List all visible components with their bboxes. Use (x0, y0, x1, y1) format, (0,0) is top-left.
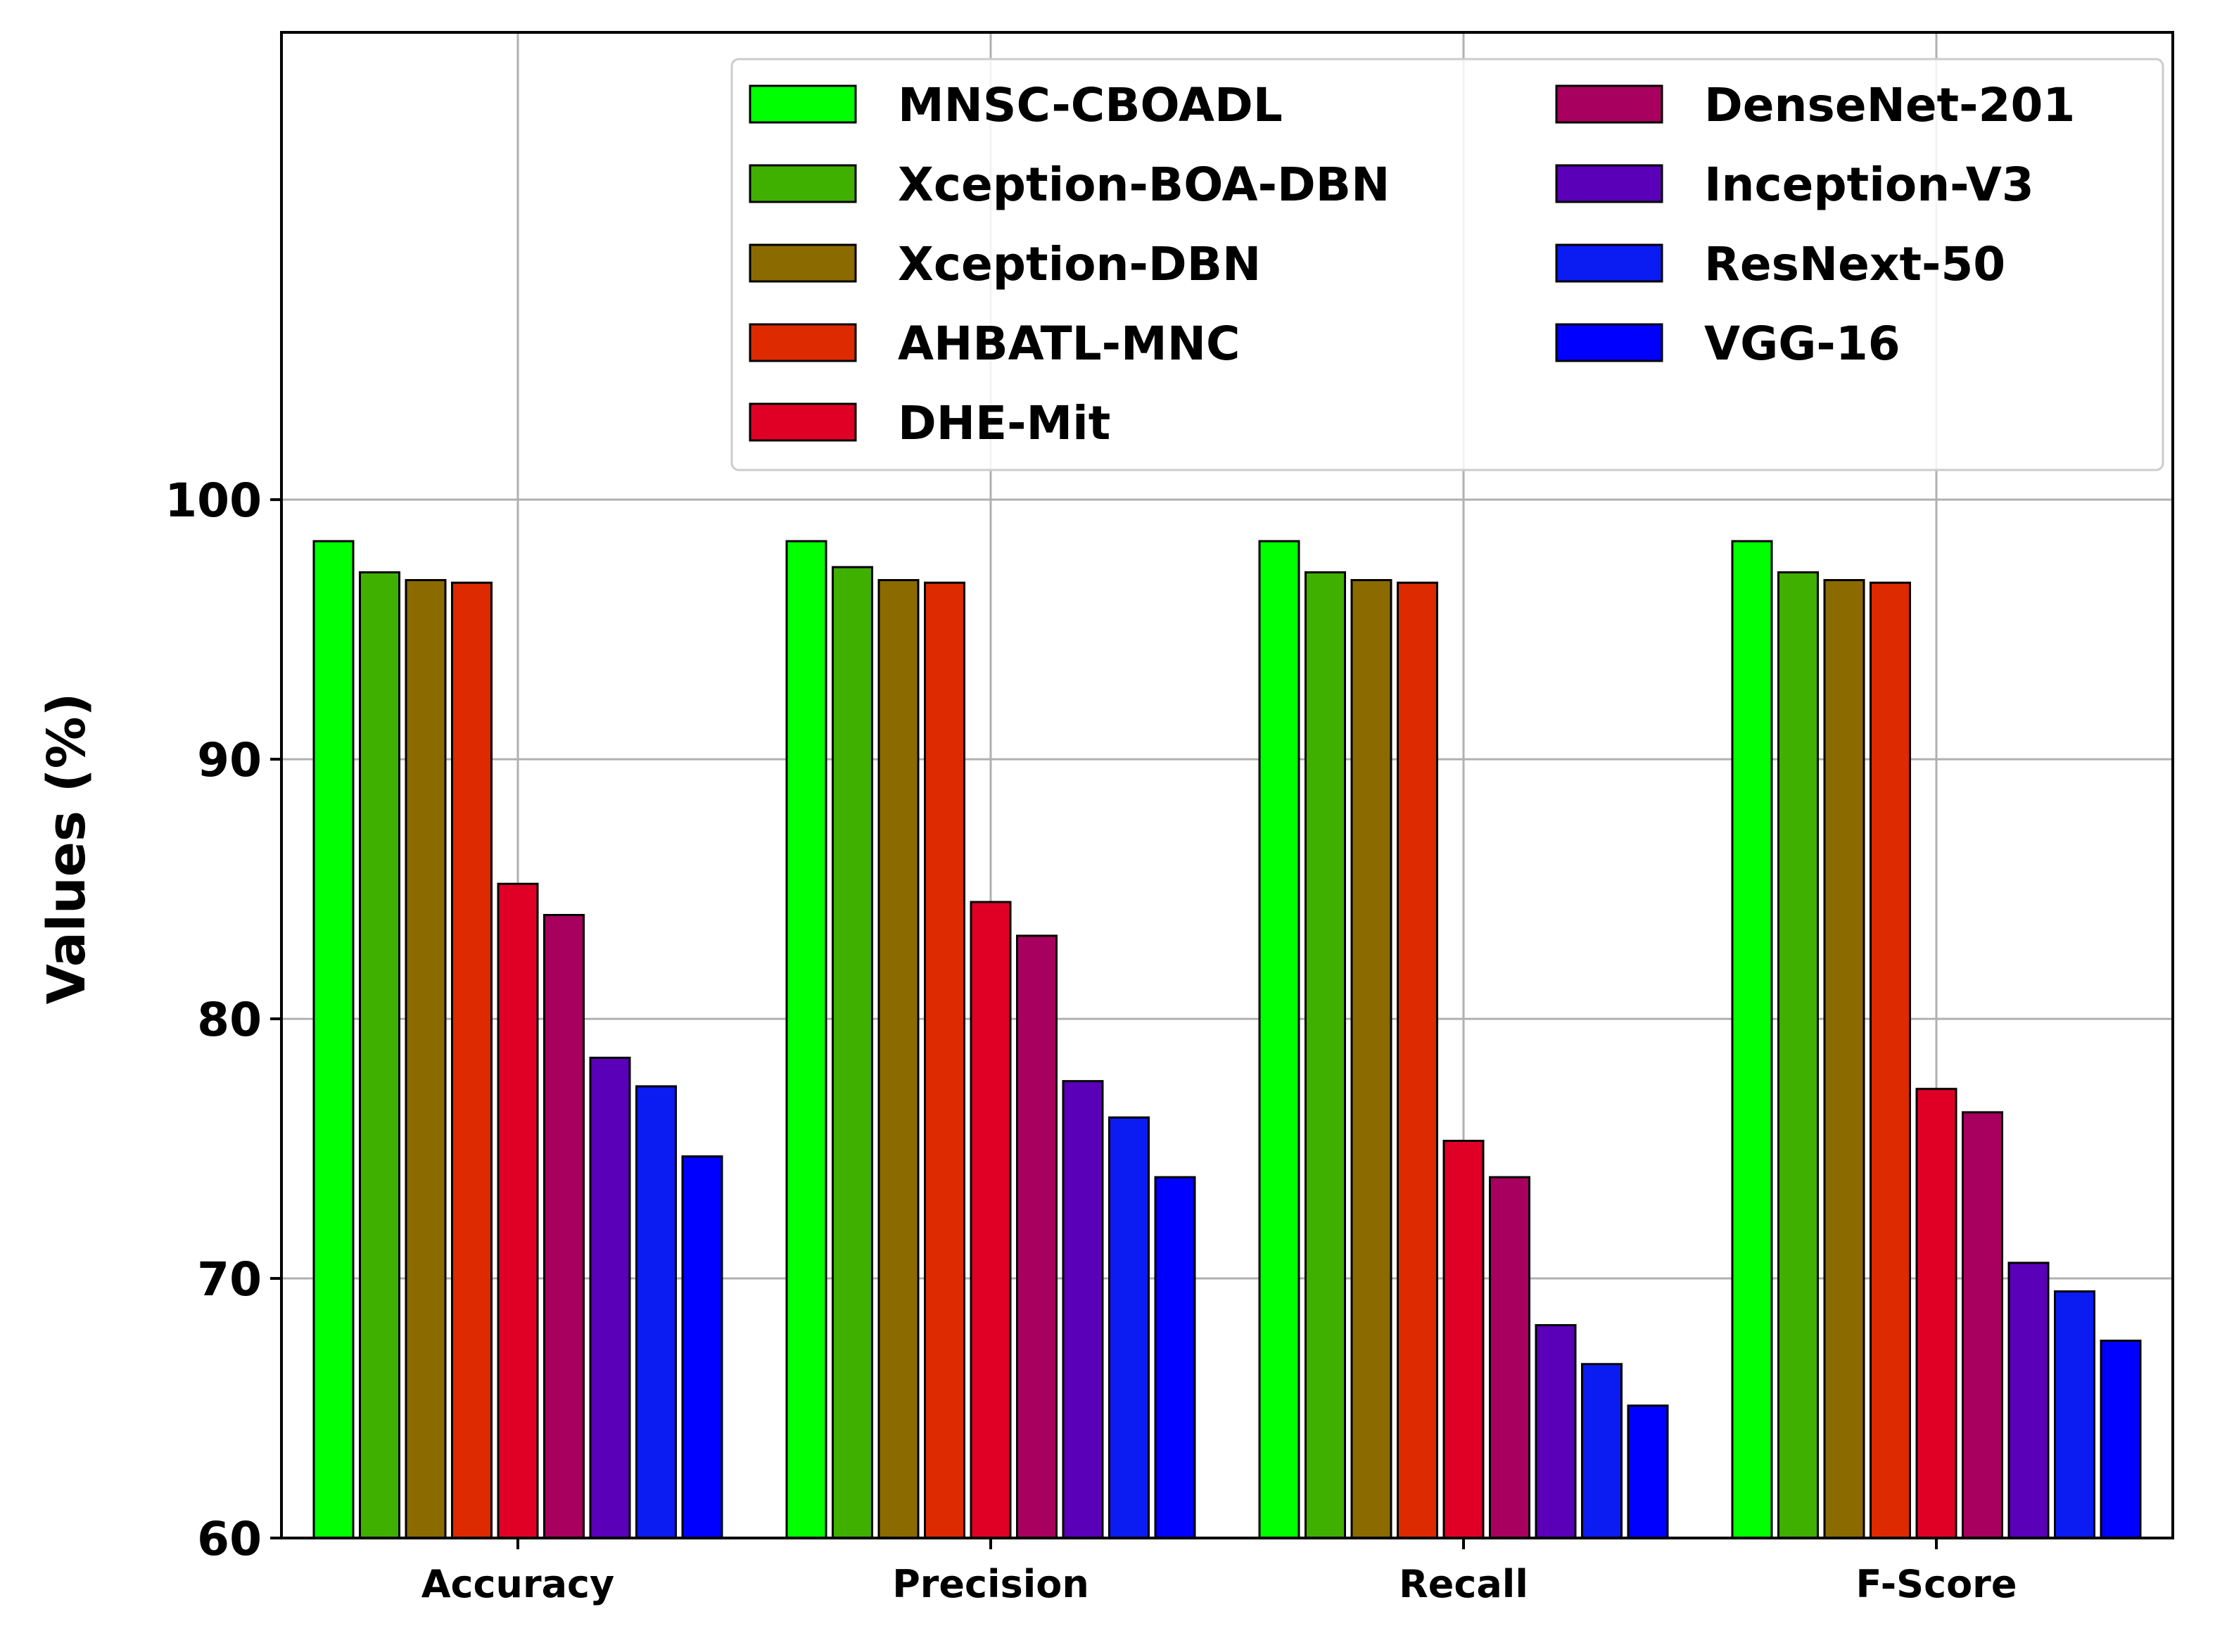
bar-mnsc-cboadl-precision (785, 540, 827, 1539)
bar-xception-dbn-recall (1350, 579, 1392, 1539)
legend-swatch-vgg-16 (1555, 323, 1663, 362)
x-tick-label: Accuracy (421, 1562, 615, 1606)
legend-label-inception-v3: Inception-V3 (1704, 158, 2034, 212)
bar-inception-v3-precision (1062, 1080, 1104, 1539)
y-axis-ticks: 60 70 80 90 100 (165, 474, 281, 1566)
legend-swatch-xception-dbn (749, 243, 857, 283)
bar-dhe-mit-f-score (1915, 1088, 1957, 1539)
bar-vgg-16-accuracy (681, 1155, 723, 1539)
bar-ahbatl-mnc-precision (924, 581, 965, 1539)
bar-xception-boa-dbn-f-score (1777, 571, 1819, 1539)
bar-vgg-16-precision (1154, 1176, 1196, 1539)
bar-vgg-16-f-score (2100, 1340, 2142, 1539)
bar-xception-dbn-f-score (1823, 579, 1865, 1539)
bar-inception-v3-f-score (2007, 1262, 2050, 1539)
bar-densenet-201-recall (1489, 1176, 1530, 1539)
bar-inception-v3-accuracy (589, 1056, 631, 1539)
bar-dhe-mit-accuracy (497, 882, 539, 1539)
bar-dhe-mit-precision (970, 901, 1012, 1539)
bar-dhe-mit-recall (1442, 1139, 1485, 1539)
y-tick-label: 90 (197, 733, 262, 787)
bar-vgg-16-recall (1627, 1404, 1669, 1539)
x-tick-label: F-Score (1856, 1562, 2017, 1606)
bar-ahbatl-mnc-accuracy (451, 581, 493, 1539)
legend-box (730, 58, 2164, 471)
bar-mnsc-cboadl-accuracy (312, 540, 355, 1539)
bar-xception-dbn-accuracy (405, 579, 447, 1539)
legend-swatch-mnsc-cboadl (749, 84, 857, 124)
y-tick-label: 60 (197, 1512, 262, 1566)
y-axis-label: Values (%) (37, 693, 97, 1005)
x-axis-ticks: Accuracy Precision Recall F-Score (421, 1538, 2017, 1606)
bar-xception-boa-dbn-accuracy (359, 571, 400, 1539)
bars (312, 540, 2142, 1539)
bar-densenet-201-f-score (1962, 1111, 2003, 1539)
bar-xception-dbn-precision (877, 579, 920, 1539)
bar-resnext-50-accuracy (635, 1085, 677, 1539)
legend-label-resnext-50: ResNext-50 (1704, 237, 2005, 291)
y-tick-label: 70 (197, 1252, 262, 1307)
y-tick-label: 80 (197, 993, 262, 1047)
legend-swatch-xception-boa-dbn (749, 164, 857, 203)
bar-mnsc-cboadl-recall (1258, 540, 1300, 1539)
bar-densenet-201-accuracy (543, 913, 585, 1539)
legend-label-ahbatl-mnc: AHBATL-MNC (898, 317, 1240, 371)
legend-swatch-inception-v3 (1555, 164, 1663, 203)
legend-label-xception-dbn: Xception-DBN (898, 237, 1261, 291)
bar-xception-boa-dbn-recall (1305, 571, 1346, 1539)
legend-swatch-dhe-mit (749, 402, 857, 442)
bar-resnext-50-recall (1581, 1363, 1623, 1539)
bar-ahbatl-mnc-f-score (1870, 581, 1911, 1539)
bar-ahbatl-mnc-recall (1397, 581, 1438, 1539)
bar-densenet-201-precision (1016, 934, 1058, 1539)
legend-swatch-densenet-201 (1555, 84, 1663, 124)
legend-label-xception-boa-dbn: Xception-BOA-DBN (898, 158, 1390, 212)
y-tick-label: 100 (165, 474, 262, 528)
bar-inception-v3-recall (1535, 1323, 1577, 1539)
legend-swatch-resnext-50 (1555, 243, 1663, 283)
bar-resnext-50-f-score (2054, 1290, 2095, 1539)
bar-xception-boa-dbn-precision (832, 566, 873, 1539)
plot-frame (280, 31, 2174, 1539)
legend-label-densenet-201: DenseNet-201 (1704, 78, 2075, 132)
x-tick-label: Precision (892, 1562, 1089, 1606)
x-tick-label: Recall (1399, 1562, 1528, 1606)
legend-label-vgg-16: VGG-16 (1704, 317, 1900, 371)
bar-resnext-50-precision (1108, 1116, 1150, 1539)
legend-swatch-ahbatl-mnc (749, 323, 857, 362)
bar-mnsc-cboadl-f-score (1731, 540, 1773, 1539)
legend: MNSC-CBOADL Xception-BOA-DBN Xception-DBN A… (730, 58, 2164, 471)
legend-label-mnsc-cboadl: MNSC-CBOADL (898, 78, 1283, 132)
legend-label-dhe-mit: DHE-Mit (898, 396, 1110, 450)
